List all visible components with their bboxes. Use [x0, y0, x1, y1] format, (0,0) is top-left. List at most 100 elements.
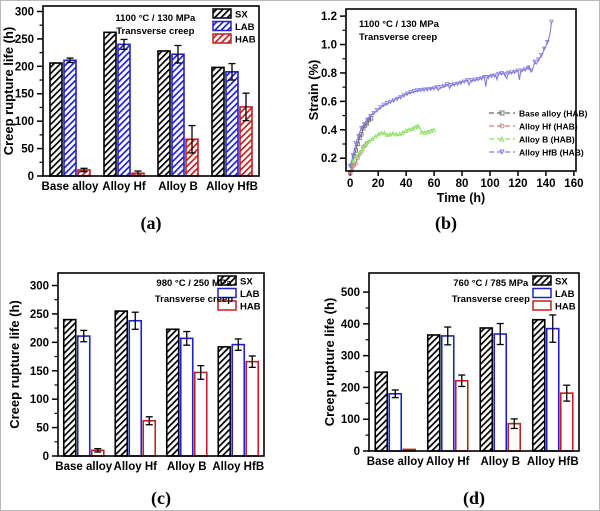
error-bar: [183, 330, 191, 346]
bar-SX: [217, 346, 232, 457]
error-bar: [120, 38, 128, 50]
legend-swatch-HAB: [217, 300, 237, 311]
bar-LAB: [545, 327, 560, 452]
error-bar: [94, 447, 102, 453]
axes: 0 20 40 60 80 100 120 140 160 0.2 0.4 0.6 0.8 1.0 1.2: [321, 11, 583, 190]
bar-SX: [62, 318, 77, 457]
legend-swatch-LAB: [212, 20, 232, 32]
x-category-label: Alloy Hf: [114, 461, 158, 473]
condition-line-1: 1100 °C / 130 MPa: [115, 13, 196, 24]
x-category-label: Alloy HfB: [527, 456, 579, 468]
panel-c: 0 50 100 150 200 250 300 Creep rupture life (h)…: [1, 256, 301, 510]
x-tick-label: 0: [347, 178, 353, 190]
plot-border: [42, 5, 260, 177]
x-tick-label: 60: [428, 178, 441, 190]
error-bar: [510, 418, 518, 430]
bar-LAB: [179, 337, 194, 457]
x-tick-label: 140: [536, 178, 555, 190]
error-bar: [458, 374, 466, 388]
y-tick-label: 0: [354, 446, 360, 458]
panel-a: 0 50 100 150 200 250 300 Creep rupture life (h)…: [1, 1, 301, 256]
bars: [62, 310, 260, 457]
panel-b: 0 20 40 60 80 100 120 140 160 0.2 0.4 0.6 0.8 1.0 1.2 T…: [301, 1, 599, 256]
bar-SX: [426, 334, 441, 452]
bar-SX: [49, 62, 63, 177]
plot-border: [345, 8, 577, 172]
x-category-label: Base alloy: [42, 181, 99, 193]
error-bar: [188, 124, 196, 154]
y-tick-label: 0.2: [321, 153, 337, 165]
panel-c-caption: (c): [151, 488, 171, 508]
y-tick-label: 500: [341, 287, 360, 299]
bar-LAB: [440, 335, 455, 452]
bar-SX: [114, 310, 129, 457]
y-axis: 0 50 100 150 200 250 300: [15, 6, 43, 183]
y-axis-label: Creep rupture life (h): [322, 298, 337, 427]
chart-b-line: 0 20 40 60 80 100 120 140 160 0.2 0.4 0.6 0.8 1.0 1.2 T…: [306, 8, 588, 205]
panel-b-caption: (b): [435, 213, 457, 233]
bar-HAB: [245, 360, 260, 457]
legend-label: Base alloy (HAB): [519, 109, 588, 119]
y-axis: 0 50 100 150 200 250 300: [30, 281, 58, 463]
legend-swatch-HAB: [212, 33, 232, 44]
bar-SX: [374, 371, 389, 452]
y-tick-label: 0: [43, 451, 49, 463]
y-tick-label: 100: [341, 414, 360, 426]
bar-SX: [165, 328, 180, 457]
x-category-label: Alloy B: [480, 456, 520, 468]
series-triangle-up: [347, 123, 437, 168]
error-bar: [228, 62, 236, 81]
legend-label: HAB: [240, 302, 261, 313]
x-tick-label: 120: [508, 178, 527, 190]
legend-label: LAB: [235, 22, 255, 33]
x-category-label: Alloy HfB: [212, 461, 264, 473]
panel-a-caption: (a): [140, 213, 162, 233]
bar-LAB: [493, 333, 508, 452]
x-category-label: Alloy Hf: [102, 181, 146, 193]
y-tick-label: 150: [15, 89, 34, 101]
bar-LAB: [128, 319, 143, 457]
panel-d: 0 100 200 300 400 500 Creep rupture life (h) Ba…: [301, 256, 599, 510]
bar-LAB: [231, 343, 246, 457]
legend-swatch-SX: [532, 275, 552, 286]
condition-line-2: Transverse creep: [155, 294, 233, 305]
error-bar: [80, 167, 88, 173]
condition-line-2: Transverse creep: [116, 26, 194, 37]
legend-label: Alloy Hf (HAB): [519, 122, 578, 132]
bar-SX: [479, 327, 494, 452]
error-bar: [549, 314, 557, 343]
legend-swatch-SX: [212, 8, 232, 19]
bar-SX: [103, 31, 117, 177]
bar-LAB: [117, 43, 131, 177]
y-tick-label: 0.8: [321, 68, 338, 80]
legend-label: HAB: [235, 35, 256, 46]
y-axis: 0 100 200 300 400 500: [341, 287, 369, 458]
y-tick-label: 300: [341, 351, 360, 363]
legend-label: Alloy B (HAB): [519, 135, 575, 145]
bar-HAB: [193, 371, 208, 457]
condition-line-1: 980 °C / 250 MPa: [156, 278, 232, 289]
y-tick-label: 0.6: [321, 96, 337, 108]
x-category-label: Alloy Hf: [426, 456, 470, 468]
error-bar: [131, 311, 139, 330]
y-axis-label: Strain (%): [306, 60, 321, 121]
y-tick-label: 1.0: [321, 40, 337, 52]
x-tick-label: 40: [400, 178, 413, 190]
bar-SX: [157, 50, 171, 177]
bar-LAB: [63, 59, 77, 177]
condition-line-1: 760 °C / 785 MPa: [453, 278, 529, 289]
error-bar: [444, 326, 452, 346]
y-tick-label: 300: [30, 281, 49, 293]
y-tick-label: 400: [341, 319, 360, 331]
chart-a-bar: 0 50 100 150 200 250 300 Creep rupture life (h)…: [1, 5, 260, 193]
legend-swatch-LAB: [217, 287, 237, 299]
y-tick-label: 250: [15, 34, 34, 46]
y-tick-label: 50: [36, 423, 49, 435]
y-tick-label: 200: [15, 61, 34, 73]
x-category-label: Base alloy: [55, 461, 112, 473]
error-bar: [242, 92, 250, 122]
x-category-label: Alloy B: [158, 181, 198, 193]
